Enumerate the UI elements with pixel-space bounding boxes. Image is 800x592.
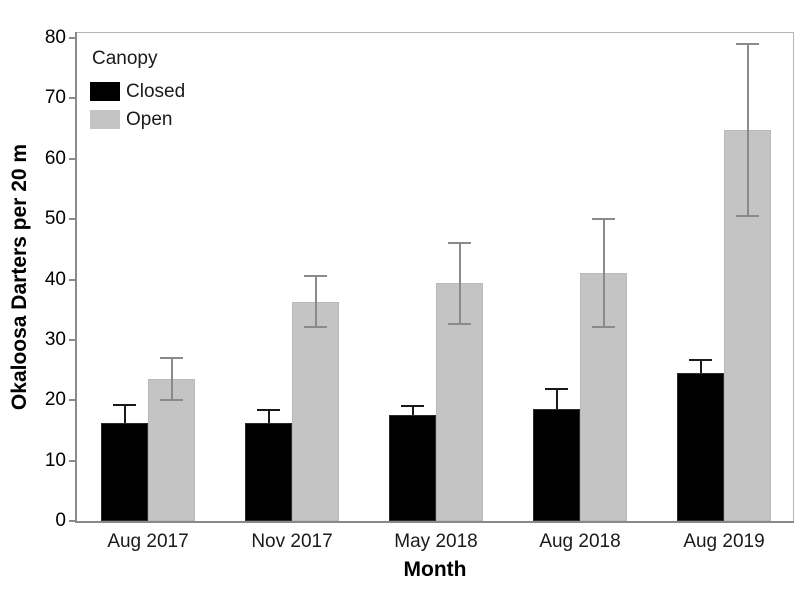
error-bar-open-2 — [314, 276, 317, 327]
error-bar-open-3 — [458, 243, 461, 324]
error-bar-open-1 — [170, 357, 173, 401]
error-cap-top-open-1 — [160, 356, 183, 359]
y-axis-title: Okaloosa Darters per 20 m — [8, 143, 31, 411]
y-tick-mark — [69, 399, 76, 402]
legend-item-closed: Closed — [90, 82, 185, 101]
x-axis-line — [75, 521, 794, 523]
error-cap-top-closed-1 — [113, 404, 136, 407]
error-cap-bottom-open-1 — [160, 399, 183, 402]
y-tick-label: 0 — [55, 510, 66, 531]
bar-closed-1 — [101, 422, 148, 521]
y-tick-label: 80 — [44, 27, 66, 48]
y-tick-label: 30 — [44, 328, 66, 350]
x-tick-label-4: Aug 2018 — [539, 531, 621, 552]
x-tick-label-5: Aug 2019 — [683, 531, 765, 552]
y-tick-mark — [69, 520, 76, 522]
bar-closed-2 — [245, 422, 292, 521]
x-tick-label-1: Aug 2017 — [107, 531, 189, 552]
x-axis-title: Month — [403, 558, 467, 581]
error-cap-top-closed-5 — [689, 358, 712, 361]
legend-swatch-open — [90, 110, 120, 129]
legend: Canopy Closed Open — [90, 48, 185, 138]
error-cap-top-closed-2 — [257, 408, 280, 411]
error-cap-top-open-2 — [304, 275, 327, 278]
legend-swatch-closed — [90, 82, 120, 101]
y-tick-label: 40 — [44, 268, 66, 290]
y-tick-label: 50 — [44, 208, 66, 230]
error-cap-top-open-3 — [448, 242, 471, 245]
bar-open-2 — [292, 301, 339, 521]
error-bar-open-4 — [602, 219, 605, 328]
error-cap-bottom-open-3 — [448, 322, 471, 325]
legend-title: Canopy — [92, 48, 158, 69]
legend-label-open: Open — [126, 109, 173, 130]
bar-closed-3 — [389, 415, 436, 521]
y-tick-mark — [69, 218, 76, 221]
bar-closed-5 — [677, 373, 724, 521]
error-bar-open-5 — [746, 44, 749, 217]
y-tick-mark — [69, 97, 76, 100]
error-cap-top-open-4 — [592, 218, 615, 221]
x-tick-label-3: May 2018 — [394, 531, 478, 552]
y-tick-label: 70 — [44, 87, 66, 109]
y-tick-mark — [69, 37, 76, 39]
error-cap-bottom-open-4 — [592, 326, 615, 329]
bar-closed-4 — [533, 409, 580, 521]
error-bar-closed-4 — [555, 389, 558, 410]
plot-frame-top — [75, 32, 794, 33]
error-bar-closed-1 — [123, 405, 126, 423]
error-cap-bottom-open-2 — [304, 325, 327, 328]
y-tick-label: 60 — [44, 147, 66, 169]
y-axis-line — [75, 32, 77, 523]
legend-label-closed: Closed — [126, 81, 186, 102]
error-bar-closed-2 — [267, 409, 270, 423]
error-bar-closed-5 — [699, 359, 702, 374]
bar-open-1 — [148, 379, 195, 521]
legend-item-open: Open — [90, 110, 185, 129]
error-cap-top-closed-4 — [545, 388, 568, 391]
error-cap-bottom-open-5 — [736, 215, 759, 218]
y-tick-mark — [69, 459, 76, 462]
y-tick-mark — [69, 278, 76, 281]
plot-frame-right — [793, 32, 794, 523]
error-cap-top-closed-3 — [401, 405, 424, 408]
y-tick-label: 10 — [44, 449, 66, 471]
error-bar-closed-3 — [411, 406, 414, 416]
error-cap-top-open-5 — [736, 43, 759, 46]
y-tick-label: 20 — [44, 389, 66, 411]
y-tick-mark — [69, 338, 76, 341]
y-tick-mark — [69, 157, 76, 160]
x-tick-label-2: Nov 2017 — [251, 531, 333, 552]
